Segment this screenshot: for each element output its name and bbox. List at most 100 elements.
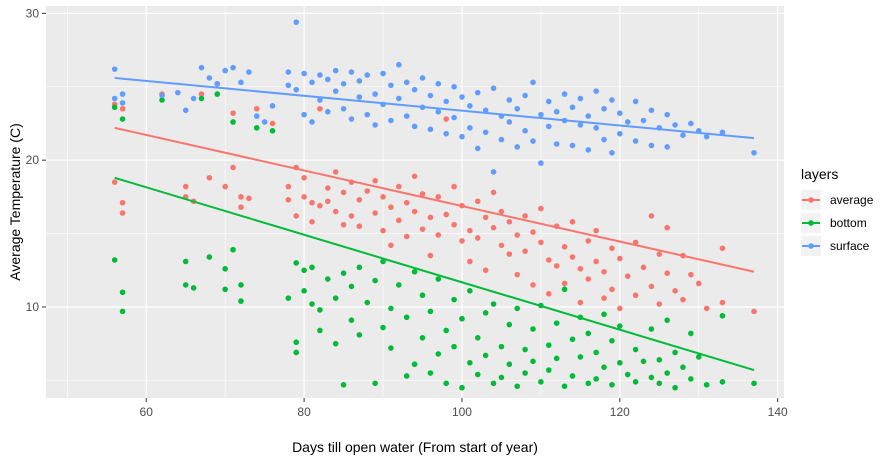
surface-point [317, 97, 323, 103]
surface-point [246, 69, 252, 75]
legend-key-point [808, 197, 814, 203]
average-point [230, 110, 236, 116]
average-point [317, 202, 323, 209]
average-point [419, 226, 426, 232]
surface-point [632, 138, 639, 144]
surface-point [601, 136, 607, 143]
average-point [435, 232, 442, 238]
surface-point [474, 89, 481, 96]
surface-point [585, 147, 592, 153]
bottom-point [719, 379, 726, 385]
bottom-point [372, 277, 378, 284]
average-point [593, 258, 599, 265]
surface-point [253, 113, 260, 119]
bottom-point [601, 364, 607, 370]
bottom-point [545, 367, 552, 373]
average-point [672, 288, 678, 294]
surface-point [530, 79, 536, 86]
average-point [332, 208, 339, 215]
surface-point [593, 88, 599, 94]
surface-point [340, 81, 347, 87]
surface-point [617, 130, 623, 137]
bottom-point [301, 267, 307, 274]
bottom-point [206, 254, 213, 260]
average-point [751, 308, 757, 315]
surface-point [522, 92, 528, 99]
surface-point [332, 67, 339, 74]
axis-ticks [42, 12, 779, 402]
bottom-trend-line [114, 176, 755, 372]
average-point [309, 219, 315, 225]
average-point [609, 245, 615, 252]
surface-point [569, 142, 576, 149]
bottom-point [640, 358, 647, 365]
average-point [538, 205, 544, 212]
average-point [317, 105, 323, 112]
bottom-point [474, 371, 481, 378]
bottom-point [561, 286, 568, 293]
surface-point [309, 79, 315, 86]
average-point [585, 276, 592, 282]
bottom-point [324, 276, 331, 282]
average-point [617, 255, 623, 262]
average-point [443, 116, 449, 122]
bottom-point [332, 340, 339, 347]
surface-point [680, 132, 686, 138]
bottom-point [269, 127, 276, 134]
surface-point [538, 160, 544, 166]
bottom-point [648, 374, 655, 381]
surface-point [324, 108, 331, 115]
bottom-point [459, 315, 465, 322]
average-point [403, 199, 410, 206]
bottom-point [435, 351, 442, 357]
surface-point [688, 120, 694, 127]
average-point [664, 270, 670, 277]
bottom-point [545, 342, 552, 348]
surface-point [396, 95, 402, 102]
surface-point [293, 19, 300, 25]
major-gridlines [46, 6, 784, 398]
surface-point [538, 111, 544, 118]
average-point [577, 299, 584, 306]
surface-point [648, 142, 655, 149]
surface-point [522, 127, 528, 134]
average-point [340, 189, 347, 196]
surface-point [301, 70, 307, 77]
average-point [680, 296, 686, 303]
average-point [506, 251, 513, 257]
bottom-point [672, 349, 678, 356]
average-point [396, 183, 402, 190]
average-point [293, 213, 300, 219]
average-point [561, 280, 568, 287]
y-tick-label: 20 [26, 153, 40, 167]
x-tick-label: 100 [452, 405, 472, 419]
bottom-point [498, 343, 505, 350]
bottom-point [198, 95, 205, 102]
surface-point [348, 116, 355, 122]
surface-point [190, 95, 197, 102]
bottom-point [182, 258, 189, 265]
surface-point [222, 67, 228, 74]
bottom-point [577, 354, 584, 360]
bottom-point [238, 298, 244, 304]
bottom-point [632, 379, 639, 385]
average-point [522, 213, 528, 219]
average-point [340, 221, 347, 228]
bottom-point [506, 321, 513, 328]
legend-label-bottom: bottom [830, 216, 867, 230]
average-point [656, 251, 663, 257]
bottom-point [301, 288, 307, 294]
bottom-point [111, 257, 118, 263]
surface-point [388, 117, 394, 124]
surface-point [459, 133, 465, 140]
y-tick-label: 10 [26, 300, 40, 314]
surface-point [451, 114, 457, 121]
average-point [182, 183, 189, 190]
surface-point [482, 107, 489, 114]
surface-point [175, 89, 181, 96]
surface-point [498, 136, 505, 143]
bottom-point [617, 323, 623, 329]
bottom-point [695, 354, 702, 360]
average-point [111, 179, 118, 185]
